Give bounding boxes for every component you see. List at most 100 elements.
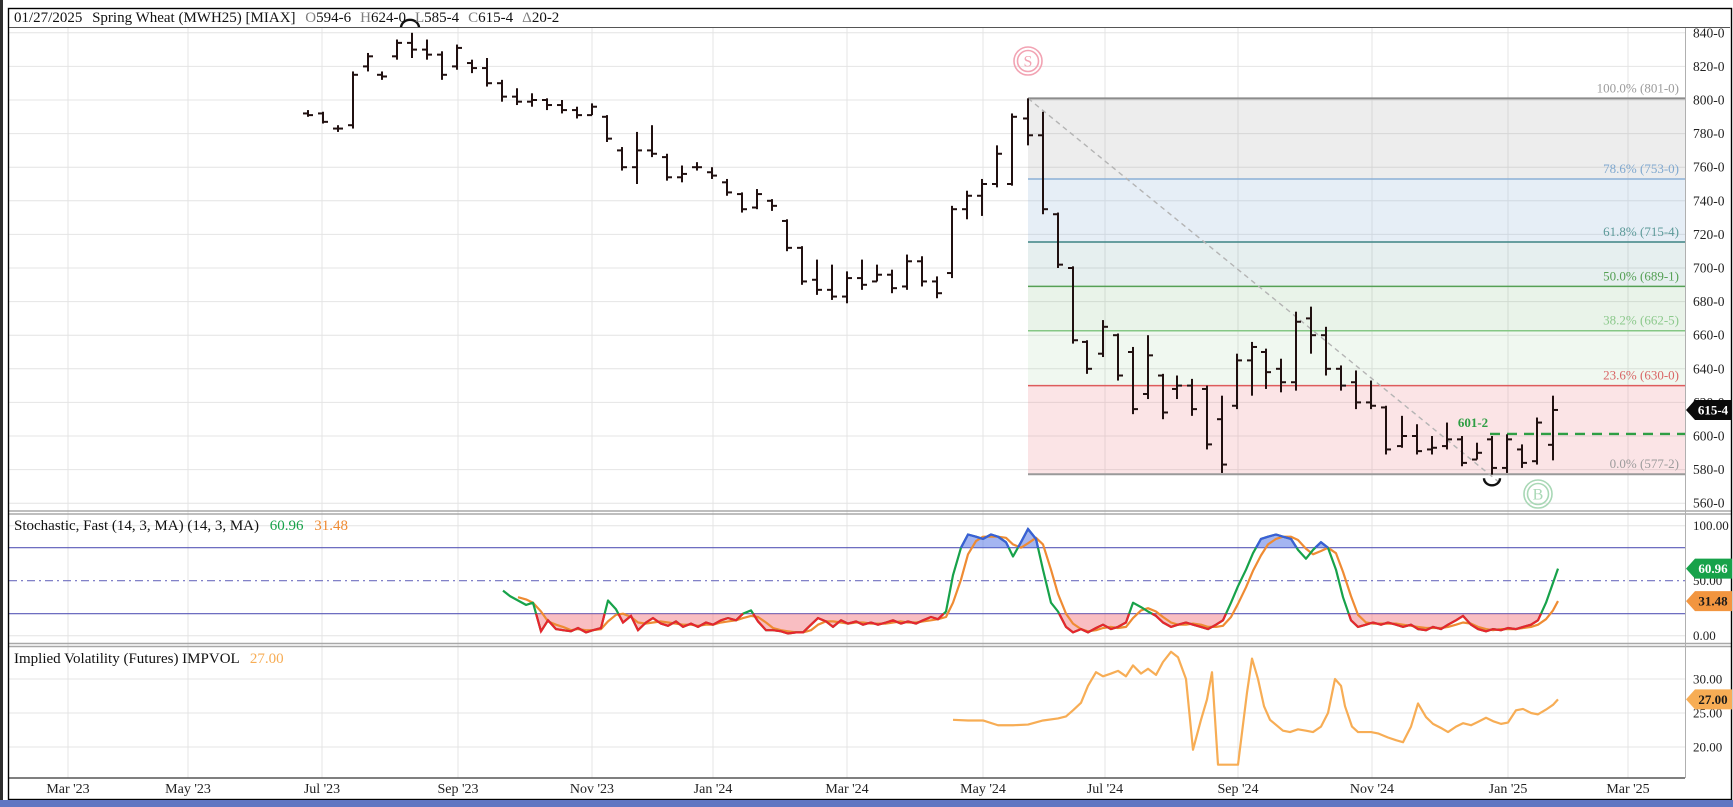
title-ohlc-values: O594-6 H624-0 L585-4 C615-4 Δ20-2 bbox=[305, 10, 568, 26]
stoch-k-overbought-segment bbox=[1016, 527, 1040, 549]
month-label: Mar '23 bbox=[46, 782, 89, 797]
buy-level-label: 601-2 bbox=[1458, 415, 1488, 430]
fib-label: 23.6% (630-0) bbox=[1603, 368, 1679, 383]
ohlc-key: Δ bbox=[522, 10, 532, 26]
stochastic-k-value: 60.96 bbox=[269, 518, 304, 534]
stoch-k-oversold-segment bbox=[535, 613, 606, 634]
title-date: 01/27/2025 bbox=[14, 10, 83, 26]
stochastic-panel-label: Stochastic, Fast (14, 3, MA) (14, 3, MA)… bbox=[14, 518, 348, 535]
month-label: Jul '24 bbox=[1087, 782, 1123, 797]
stoch-tick-label: 100.00 bbox=[1693, 518, 1729, 533]
last-price-badge-text: 615-4 bbox=[1698, 402, 1729, 417]
price-tick-label: 580-0 bbox=[1693, 462, 1725, 477]
month-label: Sep '24 bbox=[1217, 782, 1258, 797]
stoch-k-overbought-segment bbox=[1314, 540, 1329, 549]
price-tick-label: 700-0 bbox=[1693, 261, 1725, 276]
stochastic-d-value: 31.48 bbox=[314, 518, 348, 534]
window-bottom-strip bbox=[0, 800, 1733, 807]
chart-title-bar: 01/27/2025 Spring Wheat (MWH25) [MIAX] O… bbox=[14, 9, 568, 27]
stoch-k-oversold-segment bbox=[1151, 612, 1228, 631]
stoch-k-oversold-segment bbox=[617, 612, 744, 633]
impvol-badge-text: 27.00 bbox=[1698, 692, 1727, 707]
price-tick-label: 740-0 bbox=[1693, 193, 1725, 208]
stoch-oversold-fill bbox=[1348, 613, 1541, 632]
stoch-k-badge-shape bbox=[1686, 558, 1732, 579]
stoch-tick-label: 0.00 bbox=[1693, 628, 1716, 643]
fib-zone bbox=[1028, 286, 1685, 331]
ohlc-value: 624-0 bbox=[370, 10, 406, 26]
stoch-k-badge-text: 60.96 bbox=[1698, 561, 1728, 576]
stoch-k-oversold-segment bbox=[1058, 613, 1131, 634]
stoch-oversold-fill bbox=[753, 613, 944, 634]
swing-low-arc bbox=[1482, 478, 1502, 487]
month-label: Mar '25 bbox=[1606, 782, 1649, 797]
price-tick-label: 820-0 bbox=[1693, 59, 1725, 74]
swing-high-arc bbox=[399, 18, 421, 28]
fib-label: 38.2% (662-5) bbox=[1603, 313, 1679, 328]
price-tick-label: 780-0 bbox=[1693, 126, 1725, 141]
price-tick-label: 640-0 bbox=[1693, 361, 1725, 376]
sell-signal-icon-inner-ring bbox=[1016, 49, 1040, 73]
stoch-d-badge-shape bbox=[1686, 591, 1732, 612]
iv-tick-label: 30.00 bbox=[1693, 672, 1722, 687]
buy-signal-icon-outer-ring bbox=[1523, 479, 1553, 509]
price-tick-label: 680-0 bbox=[1693, 294, 1725, 309]
sell-signal-icon-letter: S bbox=[1024, 54, 1033, 71]
month-label: Nov '23 bbox=[570, 782, 614, 797]
month-label: Jan '24 bbox=[694, 782, 733, 797]
stoch-k-oversold-segment bbox=[752, 612, 945, 635]
stoch-k-overbought-segment bbox=[1255, 533, 1298, 549]
buy-signal-icon-inner-ring bbox=[1526, 482, 1550, 506]
buy-signal-icon-letter: B bbox=[1533, 487, 1544, 504]
price-tick-label: 600-0 bbox=[1693, 429, 1725, 444]
title-instrument: Spring Wheat (MWH25) [MIAX] bbox=[92, 10, 296, 26]
fib-zone bbox=[1028, 98, 1685, 179]
ohlc-value: 615-4 bbox=[478, 10, 514, 26]
ohlc-key: L bbox=[414, 10, 425, 26]
stoch-oversold-fill bbox=[536, 613, 605, 633]
ohlc-value: 585-4 bbox=[424, 10, 460, 26]
stoch-oversold-fill bbox=[618, 613, 743, 631]
impvol-badge-shape bbox=[1686, 689, 1732, 710]
month-label: Mar '24 bbox=[825, 782, 868, 797]
month-label: Jul '23 bbox=[304, 782, 340, 797]
ohlc-key: C bbox=[468, 10, 479, 26]
stoch-overbought-fill bbox=[1017, 529, 1038, 548]
stoch-k-oversold-segment bbox=[1347, 613, 1543, 633]
iv-panel-label: Implied Volatility (Futures) IMPVOL 27.0… bbox=[14, 651, 284, 668]
iv-value: 27.00 bbox=[249, 651, 284, 667]
stoch-k-overbought-segment bbox=[960, 533, 1010, 549]
iv-label-text: Implied Volatility (Futures) IMPVOL bbox=[14, 651, 240, 667]
sell-signal-icon-outer-ring bbox=[1013, 46, 1043, 76]
fib-zone bbox=[1028, 241, 1685, 287]
ohlc-key: O bbox=[305, 10, 317, 26]
fib-label: 100.0% (801-0) bbox=[1597, 80, 1679, 95]
month-label: Nov '24 bbox=[1350, 782, 1394, 797]
fib-zone bbox=[1028, 178, 1685, 242]
stoch-oversold-fill bbox=[1152, 613, 1226, 630]
fib-label: 0.0% (577-2) bbox=[1610, 456, 1679, 471]
month-label: Sep '23 bbox=[437, 782, 478, 797]
iv-tick-label: 20.00 bbox=[1693, 740, 1722, 755]
trendline-dashed bbox=[1027, 97, 1501, 484]
last-price-badge-shape bbox=[1686, 399, 1732, 420]
fib-label: 78.6% (753-0) bbox=[1603, 161, 1679, 176]
ohlc-key: H bbox=[360, 10, 371, 26]
price-tick-label: 660-0 bbox=[1693, 328, 1725, 343]
window-left-edge bbox=[0, 0, 3, 807]
price-tick-label: 800-0 bbox=[1693, 93, 1725, 108]
fib-label: 61.8% (715-4) bbox=[1603, 224, 1679, 239]
ohlc-value: 20-2 bbox=[531, 10, 560, 26]
price-tick-label: 720-0 bbox=[1693, 227, 1725, 242]
price-tick-label: 760-0 bbox=[1693, 160, 1725, 175]
price-tick-label: 840-0 bbox=[1693, 25, 1725, 40]
stoch-d-badge-text: 31.48 bbox=[1698, 594, 1728, 609]
stochastic-label-text: Stochastic, Fast (14, 3, MA) (14, 3, MA) bbox=[14, 518, 259, 534]
impvol-line bbox=[952, 650, 1559, 766]
month-label: May '23 bbox=[165, 782, 211, 797]
price-tick-label: 560-0 bbox=[1693, 496, 1725, 511]
fib-label: 50.0% (689-1) bbox=[1603, 268, 1679, 283]
month-label: May '24 bbox=[960, 782, 1006, 797]
